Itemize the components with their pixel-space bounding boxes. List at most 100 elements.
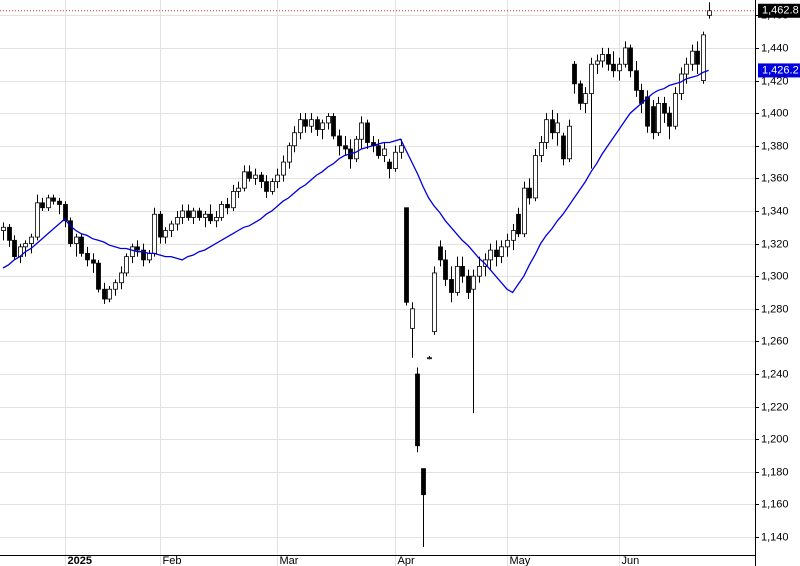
candle-body	[483, 259, 488, 267]
candle-body	[46, 197, 51, 209]
candle-body	[662, 102, 667, 114]
candle-body	[337, 135, 342, 147]
candle-body	[147, 252, 152, 261]
candle-body	[35, 202, 40, 238]
candle-body	[505, 239, 510, 248]
candle-body	[63, 204, 68, 222]
candle-body	[410, 308, 415, 329]
y-tick-label: 1,240	[761, 368, 789, 380]
last-price-box	[758, 3, 800, 18]
candle-body	[287, 145, 292, 163]
candle-body	[270, 181, 275, 192]
candle-body	[651, 106, 656, 134]
candle-body	[516, 213, 521, 235]
candle-body	[102, 288, 107, 300]
y-tick-label: 1,420	[761, 75, 789, 87]
candle-body	[695, 50, 700, 65]
candle-body	[494, 249, 499, 258]
candle-body	[589, 63, 594, 94]
x-tick-label: Apr	[398, 555, 415, 566]
candle-body	[214, 217, 219, 222]
moving-average-line	[2, 69, 709, 294]
candle-body	[567, 125, 572, 160]
last-price-label: 1,462.8	[762, 5, 799, 17]
x-tick-label: Jun	[622, 555, 640, 566]
candle-body	[259, 174, 264, 183]
candle-body	[707, 10, 712, 16]
candle-body	[79, 236, 84, 254]
candle-body	[684, 63, 689, 75]
y-tick-label: 1,140	[761, 531, 789, 543]
candle-body	[578, 83, 583, 104]
candle-body	[544, 119, 549, 143]
candle-body	[40, 202, 45, 209]
candle-body	[595, 60, 600, 65]
candle-body	[539, 142, 544, 156]
candle-body	[449, 279, 454, 293]
candle-body	[331, 116, 336, 137]
candle-body	[292, 132, 297, 147]
candle-body	[315, 119, 320, 130]
candle-body	[303, 119, 308, 127]
candle-body	[175, 217, 180, 225]
candle-body	[91, 259, 96, 264]
candle-body	[679, 73, 684, 94]
candle-body	[628, 47, 633, 72]
y-tick-label: 1,380	[761, 140, 789, 152]
candle-body	[645, 96, 650, 127]
candle-body	[197, 210, 202, 218]
candle-body	[667, 112, 672, 127]
candle-body	[399, 145, 404, 153]
candle-body	[488, 249, 493, 261]
candle-body	[533, 155, 538, 199]
candle-body	[438, 246, 443, 261]
candle-body	[231, 191, 236, 209]
candle-body	[477, 266, 482, 277]
candle-body	[471, 275, 476, 290]
x-tick-label: Feb	[163, 555, 182, 566]
candle-body	[180, 210, 185, 218]
candle-body	[119, 272, 124, 284]
candle-body	[12, 239, 17, 258]
x-tick-label: 2025	[68, 555, 92, 566]
candle-body	[432, 272, 437, 333]
candle-body	[264, 181, 269, 192]
candle-body	[673, 93, 678, 127]
x-tick-label: May	[510, 555, 531, 566]
candle-body	[236, 187, 241, 192]
candle-body	[499, 246, 504, 258]
candle-body	[29, 236, 34, 244]
candle-body	[247, 171, 252, 179]
candle-body	[242, 171, 247, 189]
y-tick-label: 1,180	[761, 466, 789, 478]
candle-body	[354, 138, 359, 160]
candle-body	[68, 220, 73, 244]
candle-body	[600, 54, 605, 62]
y-tick-label: 1,260	[761, 335, 789, 347]
candle-body	[561, 135, 566, 160]
candle-body	[107, 288, 112, 300]
y-tick-label: 1,320	[761, 238, 789, 250]
candle-body	[253, 174, 258, 179]
candle-body	[141, 249, 146, 261]
candle-body	[393, 151, 398, 169]
candle-body	[23, 243, 28, 248]
candle-body	[415, 373, 420, 447]
candle-body	[634, 70, 639, 91]
y-tick-label: 1,340	[761, 205, 789, 217]
y-tick-label: 1,160	[761, 498, 789, 510]
candle-body	[219, 204, 224, 218]
candle-body	[404, 207, 409, 303]
candle-body	[191, 210, 196, 218]
candle-body	[281, 161, 286, 176]
candle-body	[298, 119, 303, 134]
y-tick-label: 1,280	[761, 303, 789, 315]
candle-body	[275, 174, 280, 183]
candle-body	[1, 226, 6, 231]
y-tick-label: 1,300	[761, 270, 789, 282]
candle-body	[169, 223, 174, 231]
candle-body	[623, 47, 628, 65]
candle-body	[85, 252, 90, 261]
candle-body	[376, 145, 381, 156]
